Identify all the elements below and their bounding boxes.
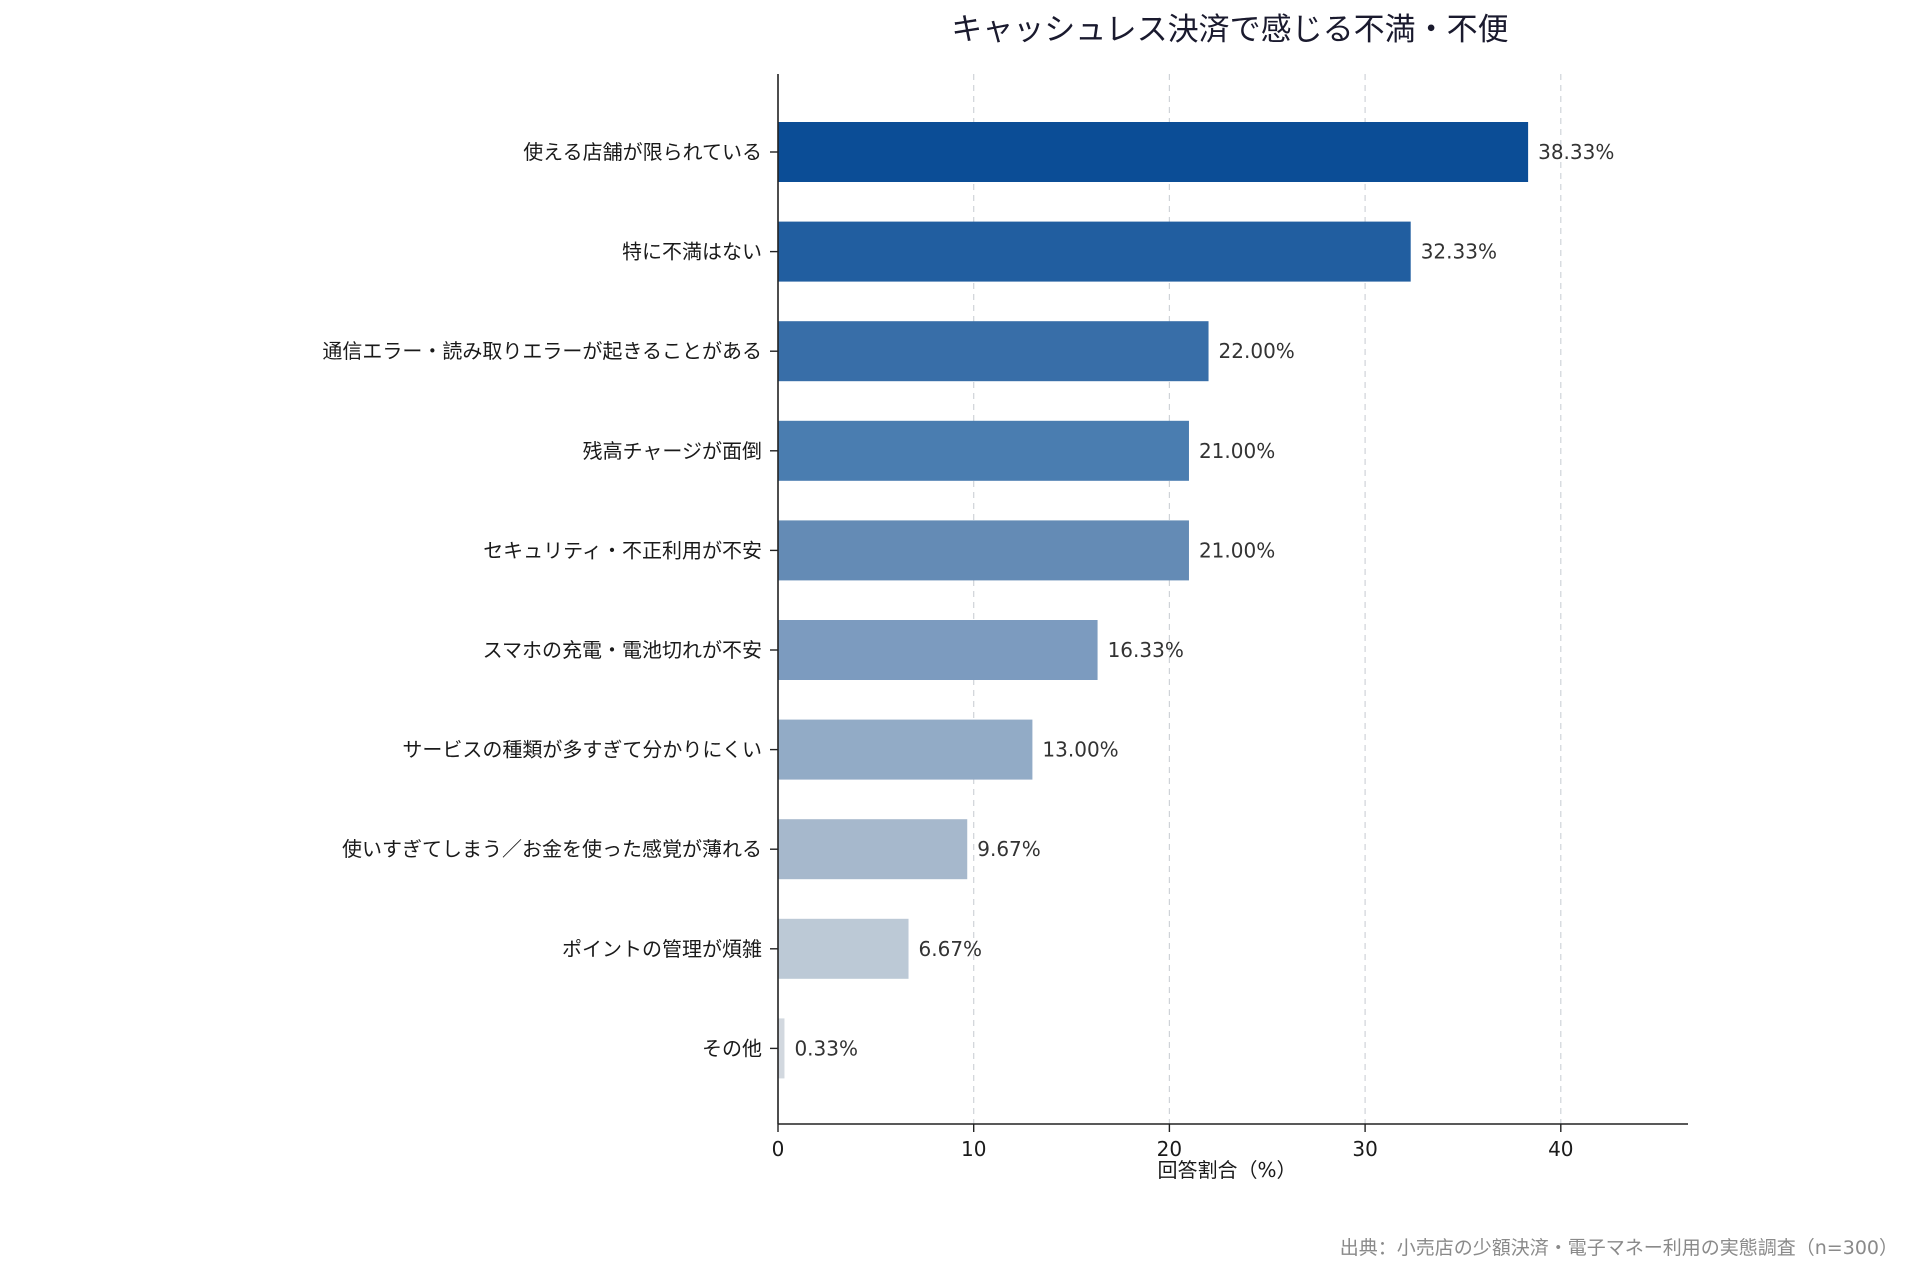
x-axis-title: 回答割合（%） <box>1157 1158 1296 1182</box>
category-label: その他 <box>702 1036 762 1060</box>
value-labels: 38.33% 32.33% 22.00% 21.00% 21.00% 16.33% 13.0… <box>794 140 1614 1060</box>
bar <box>778 719 1033 780</box>
category-label: セキュリティ・不正利用が不安 <box>483 538 762 562</box>
value-label: 13.00% <box>1042 738 1118 762</box>
value-label: 9.67% <box>977 837 1041 861</box>
value-label: 32.33% <box>1421 240 1497 264</box>
bar <box>778 1018 785 1079</box>
value-label: 21.00% <box>1199 439 1275 463</box>
value-label: 38.33% <box>1538 140 1614 164</box>
chart-title: キャッシュレス決済で感じる不満・不便 <box>951 12 1508 48</box>
value-label: 21.00% <box>1199 538 1275 562</box>
x-tick-label: 30 <box>1352 1137 1377 1161</box>
grid-lines <box>973 74 1562 1124</box>
bar <box>778 520 1189 581</box>
value-label: 0.33% <box>794 1036 858 1060</box>
category-label: サービスの種類が多すぎて分かりにくい <box>402 738 762 762</box>
x-axis-ticks: 0 10 20 30 40 <box>772 1124 1574 1161</box>
category-label: 通信エラー・読み取りエラーが起きることがある <box>322 339 762 363</box>
bar <box>778 620 1098 680</box>
bars <box>778 122 1529 1079</box>
bar <box>778 420 1189 481</box>
bar <box>778 819 968 880</box>
bar <box>778 321 1209 382</box>
value-label: 16.33% <box>1108 638 1184 662</box>
category-label: スマホの充電・電池切れが不安 <box>483 638 762 662</box>
x-tick-label: 40 <box>1548 1137 1573 1161</box>
category-label: 残高チャージが面倒 <box>583 439 762 463</box>
category-label: ポイントの管理が煩雑 <box>562 937 762 961</box>
category-label: 使いすぎてしまう／お金を使った感覚が薄れる <box>342 837 762 861</box>
bar <box>778 122 1529 182</box>
category-labels: 使える店舗が限られている特に不満はない通信エラー・読み取りエラーが起きることがあ… <box>322 140 778 1060</box>
x-tick-label: 10 <box>961 1137 986 1161</box>
source-note: 出典：小売店の少額決済・電子マネー利用の実態調査（n=300） <box>1340 1237 1898 1259</box>
value-label: 6.67% <box>919 937 983 961</box>
value-label: 22.00% <box>1219 339 1295 363</box>
x-tick-label: 0 <box>772 1137 785 1161</box>
category-label: 特に不満はない <box>622 240 762 264</box>
bar <box>778 918 909 979</box>
category-label: 使える店舗が限られている <box>523 140 762 164</box>
x-tick-label: 20 <box>1157 1137 1182 1161</box>
bar <box>778 221 1411 282</box>
